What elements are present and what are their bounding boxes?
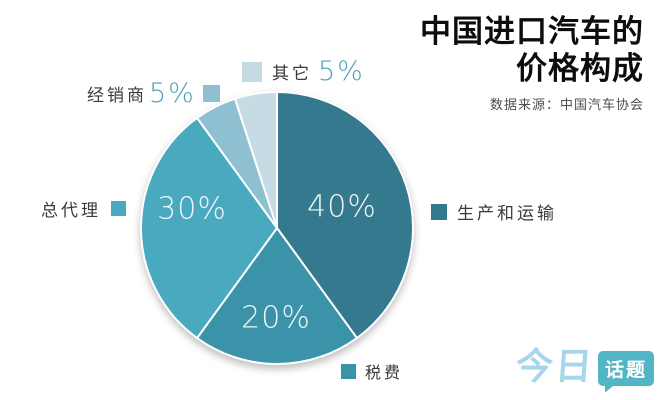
pie-label-dealer-text: 经销商	[87, 86, 147, 106]
legend-swatch-production-transport	[431, 203, 447, 220]
legend-swatch-tax	[341, 363, 356, 379]
page-title-line1: 中国进口汽车的	[420, 14, 644, 50]
pie-slice-2	[140, 116, 278, 340]
pie-slice-pct-0: 40%	[307, 190, 377, 225]
pie-slice-0	[276, 91, 414, 340]
pie-label-other-text: 其它	[272, 64, 312, 84]
data-source-note: 数据来源：中国汽车协会	[489, 98, 644, 113]
brand-logo-bubble: 话题	[598, 350, 655, 386]
pie-label-dealer-pct: 5%	[149, 78, 196, 109]
page-title-line2: 价格构成	[516, 51, 644, 87]
pie-label-general-agent-text: 总代理	[41, 201, 101, 221]
pie-label-general-agent: 总代理	[41, 196, 126, 221]
legend-swatch-other	[242, 61, 262, 82]
pie-label-dealer: 经销商 5%	[87, 78, 220, 109]
pie-label-other: 其它 5%	[242, 56, 367, 87]
brand-logo-script-text: 今日	[514, 345, 596, 388]
legend-swatch-general-agent	[111, 201, 126, 216]
brand-logo: 今日 话题	[514, 345, 655, 388]
pie-label-tax-text: 税费	[365, 363, 404, 382]
pie-label-tax: 税费	[341, 359, 403, 383]
pie-slice-pct-1: 20%	[241, 301, 311, 336]
page-title: 中国进口汽车的 价格构成	[420, 14, 644, 88]
pie-chart-svg: 40% 20% 30%	[140, 91, 414, 366]
pie-chart: 40% 20% 30%	[137, 88, 417, 368]
pie-label-other-pct: 5%	[318, 56, 365, 87]
pie-slice-pct-2: 30%	[157, 192, 227, 227]
legend-swatch-dealer	[202, 85, 220, 102]
pie-slice-4	[233, 91, 278, 229]
pie-slice-1	[196, 227, 358, 366]
pie-label-production-transport-text: 生产和运输	[457, 204, 557, 224]
pie-label-production-transport: 生产和运输	[431, 199, 557, 224]
